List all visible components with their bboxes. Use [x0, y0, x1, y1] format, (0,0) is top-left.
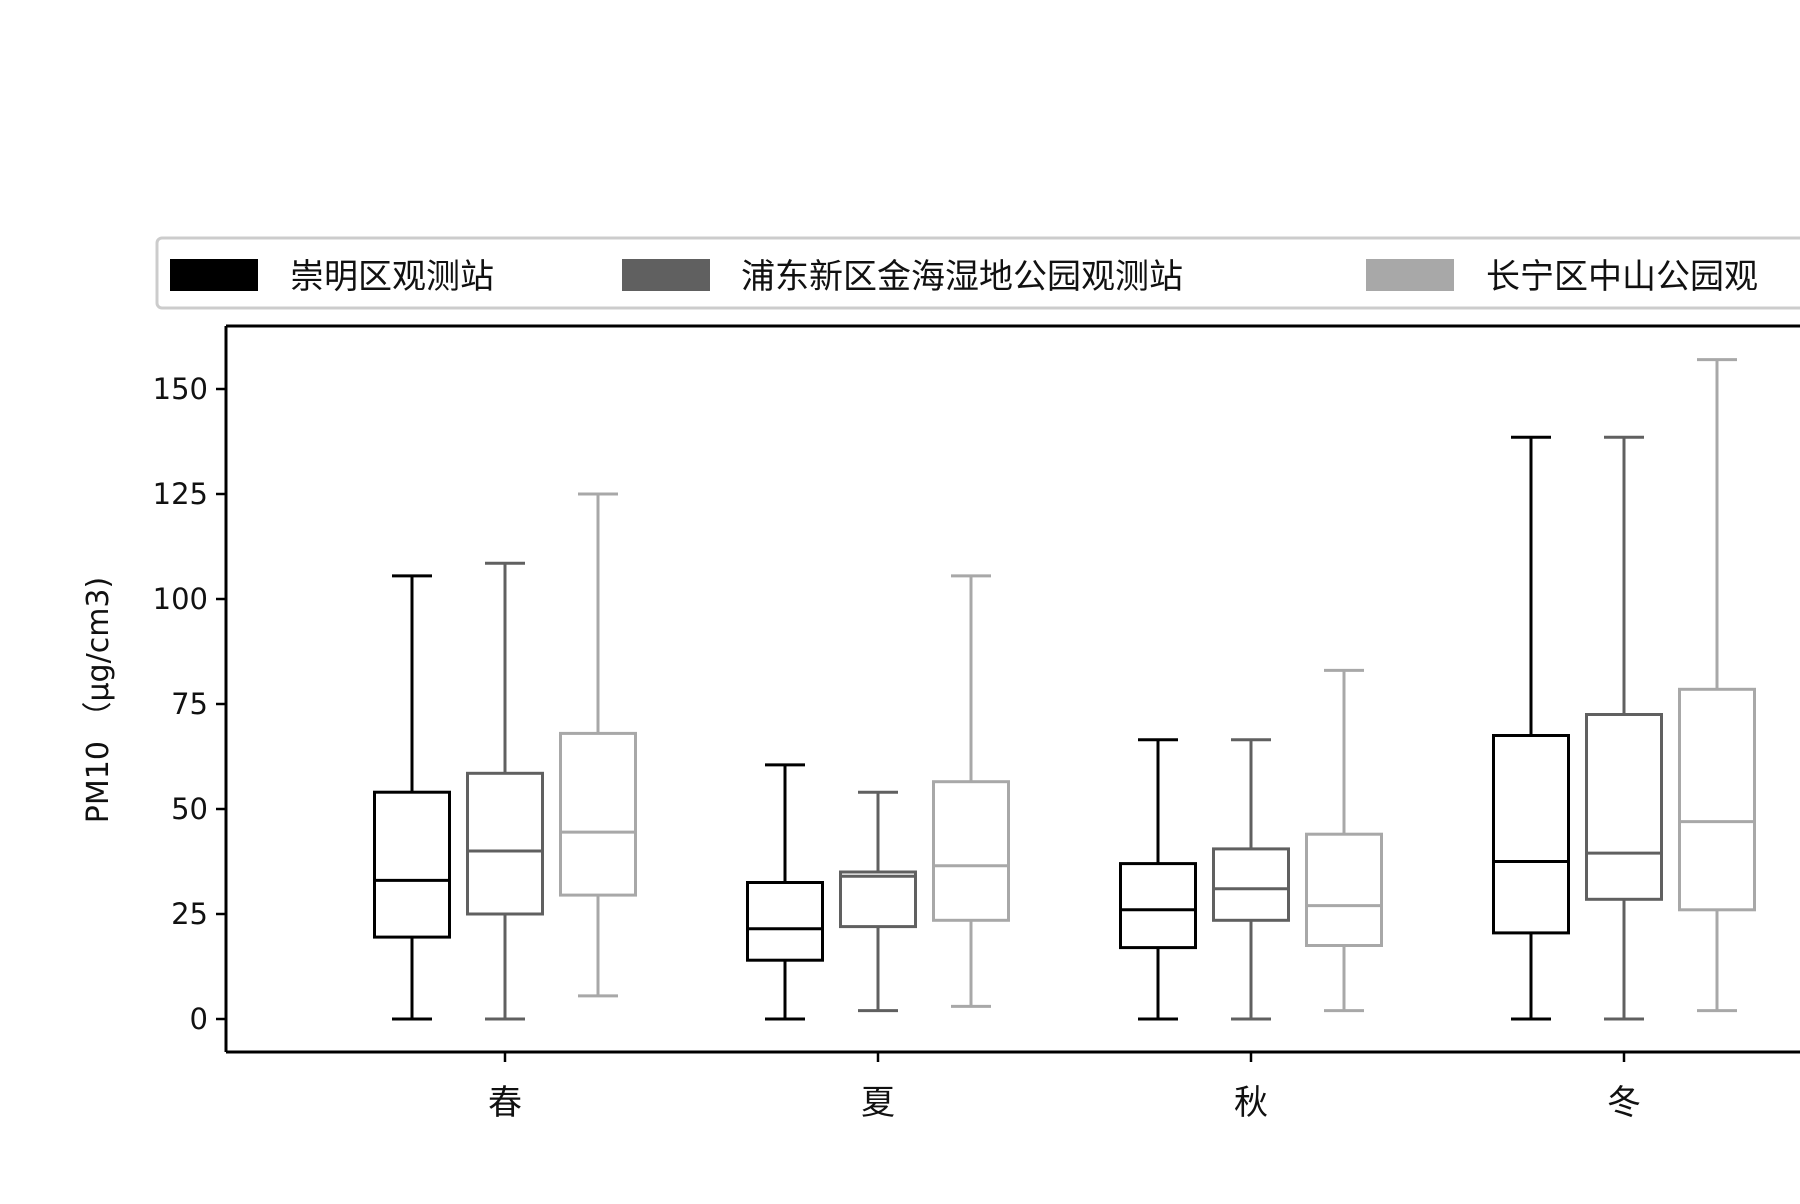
y-tick-label-1: 25 [171, 897, 208, 931]
box-2-3 [1678, 358, 1756, 1013]
x-axis: 春夏秋冬 [488, 1052, 1641, 1123]
x-tick-label-2: 秋 [1234, 1083, 1268, 1123]
legend-label-0: 崇明区观测站 [290, 257, 494, 297]
box-0-2 [1119, 738, 1197, 1021]
legend-swatch-0 [170, 259, 258, 291]
box-body [746, 881, 824, 962]
x-tick-label-0: 春 [488, 1083, 522, 1123]
box-body [1678, 687, 1756, 912]
box-2-0 [559, 492, 637, 998]
legend-label-1: 浦东新区金海湿地公园观测站 [741, 257, 1183, 297]
box-2-1 [932, 574, 1010, 1008]
box-body [839, 870, 917, 929]
box-body [559, 731, 637, 897]
y-tick-label-6: 150 [153, 372, 208, 406]
box-body [1585, 713, 1663, 901]
box-1-2 [1212, 738, 1290, 1021]
y-tick-label-2: 50 [171, 792, 208, 826]
box-0-1 [746, 763, 824, 1021]
legend: 崇明区观测站 浦东新区金海湿地公园观测站 长宁区中山公园观 [155, 236, 1800, 310]
box-body [1212, 847, 1290, 922]
box-1-1 [839, 790, 917, 1013]
y-axis: 0 25 50 75 100 125 150 [153, 372, 226, 1036]
box-body [1305, 832, 1383, 948]
legend-swatch-1 [622, 259, 710, 291]
box-body [932, 780, 1010, 922]
y-axis-title: PM10 （μg/cm3) [81, 577, 116, 823]
box-groups [373, 358, 1756, 1021]
box-0-3 [1492, 435, 1570, 1021]
box-body [1492, 734, 1570, 935]
legend-swatch-2 [1366, 259, 1454, 291]
y-tick-label-4: 100 [153, 582, 208, 616]
box-0-0 [373, 574, 451, 1021]
box-1-0 [466, 561, 544, 1021]
box-body [466, 771, 544, 916]
box-2-2 [1305, 668, 1383, 1013]
x-tick-label-1: 夏 [861, 1083, 895, 1123]
box-body [373, 790, 451, 939]
box-body [1119, 862, 1197, 950]
y-tick-label-3: 75 [171, 687, 208, 721]
legend-label-2: 长宁区中山公园观 [1486, 257, 1758, 297]
y-tick-label-5: 125 [153, 477, 208, 511]
y-tick-label-0: 0 [190, 1002, 208, 1036]
box-1-3 [1585, 435, 1663, 1021]
x-tick-label-3: 冬 [1607, 1083, 1641, 1123]
